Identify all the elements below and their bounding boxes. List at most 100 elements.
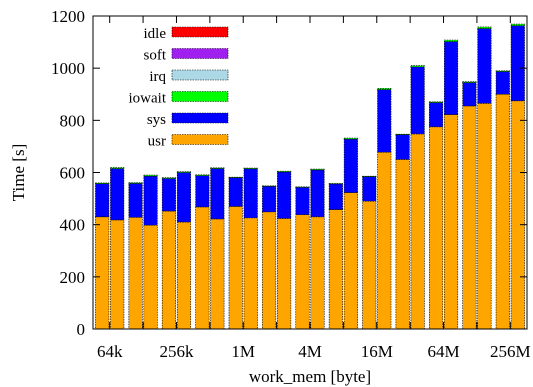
bar-segment-iowait [262, 185, 277, 187]
legend-label-usr: usr [148, 134, 166, 150]
bar-segment-iowait [310, 168, 325, 171]
bar-segment-sys [343, 138, 358, 193]
bar-segment-usr [110, 219, 125, 330]
bars-layer [95, 23, 525, 330]
bar-segment-sys [443, 41, 459, 115]
x-axis-label: work_mem [byte] [249, 367, 371, 386]
bar-segment-iowait [176, 171, 192, 173]
bar-segment-iowait [243, 167, 258, 170]
legend-swatch-soft [171, 48, 229, 59]
legend-label-irq: irq [149, 69, 166, 85]
bar-segment-sys [262, 186, 277, 213]
bar-segment-usr [128, 217, 143, 330]
bar-segment-usr [462, 105, 477, 330]
bar-segment-sys [161, 178, 177, 212]
bar-segment-usr [477, 103, 492, 330]
bar-segment-iowait [295, 186, 310, 188]
bar-segment-usr [510, 100, 525, 330]
bar-segment-sys [310, 169, 325, 218]
bar-segment-sys [228, 177, 243, 207]
bar-segment-iowait [128, 182, 143, 184]
bar-segment-usr [395, 159, 410, 330]
legend: idle soft irq iowait sys usr [129, 26, 229, 150]
bar-segment-sys [128, 183, 143, 218]
bar-segment-usr [377, 151, 392, 330]
bar-segment-sys [510, 25, 525, 102]
bar-segment-sys [495, 71, 510, 95]
x-tick-label: 16M [361, 342, 393, 361]
bar-segment-iowait [510, 23, 525, 26]
legend-swatch-irq [171, 69, 229, 81]
bar-segment-sys [95, 183, 110, 218]
bar-segment-iowait [143, 174, 158, 177]
x-tick-label: 4M [298, 342, 322, 361]
bar-segment-iowait [110, 167, 125, 169]
bar-segment-usr [210, 218, 225, 330]
bar-segment-sys [243, 168, 258, 219]
bar-segment-sys [428, 102, 444, 128]
bar-segment-usr [310, 216, 325, 330]
bar-segment-usr [410, 133, 425, 330]
bar-segment-iowait [362, 175, 377, 177]
bar-segment-usr [295, 214, 310, 330]
bar-segment-usr [262, 211, 277, 330]
bar-segment-usr [228, 206, 243, 330]
bar-segment-iowait [395, 133, 410, 135]
bar-segment-iowait [228, 176, 243, 179]
bar-segment-usr [243, 217, 258, 330]
legend-swatch-iowait [171, 91, 229, 102]
y-tick-label: 800 [60, 111, 86, 130]
bar-segment-iowait [343, 137, 358, 140]
bar-segment-iowait [377, 87, 392, 90]
bar-segment-iowait [95, 182, 110, 185]
y-tick-label: 200 [60, 268, 86, 287]
bar-segment-sys [477, 28, 492, 104]
y-tick-label: 0 [77, 320, 86, 339]
bar-segment-iowait [443, 39, 459, 42]
bar-segment-iowait [477, 26, 492, 29]
legend-label-sys: sys [147, 112, 166, 128]
x-tick-label: 64k [97, 342, 123, 361]
bar-segment-sys [195, 175, 210, 208]
bar-segment-usr [362, 200, 377, 330]
bar-segment-iowait [210, 167, 225, 169]
legend-label-idle: idle [144, 26, 167, 42]
bar-segment-sys [462, 82, 477, 107]
bar-segment-iowait [277, 170, 292, 173]
bar-segment-sys [295, 187, 310, 216]
bar-segment-iowait [462, 81, 477, 83]
bar-segment-usr [195, 206, 210, 330]
bar-segment-usr [143, 224, 158, 330]
y-tick-label: 400 [60, 216, 86, 235]
legend-swatch-sys [171, 112, 229, 124]
y-axis-label: Time [s] [9, 144, 28, 201]
bar-segment-sys [176, 172, 192, 223]
legend-swatch-usr [171, 134, 229, 145]
x-tick-label: 1M [231, 342, 255, 361]
legend-label-iowait: iowait [129, 91, 167, 107]
bar-segment-sys [110, 168, 125, 221]
bar-segment-usr [428, 126, 444, 330]
bar-segment-usr [161, 210, 177, 330]
bar-segment-usr [495, 93, 510, 330]
y-tick-label: 600 [60, 164, 86, 183]
bar-segment-iowait [410, 65, 425, 68]
bar-segment-sys [395, 134, 410, 160]
bar-segment-usr [343, 192, 358, 330]
bar-segment-iowait [161, 177, 177, 179]
bar-segment-usr [277, 218, 292, 330]
bar-segment-iowait [495, 70, 510, 72]
bar-segment-sys [362, 176, 377, 202]
legend-swatch-idle [171, 26, 229, 38]
bar-segment-sys [410, 66, 425, 135]
x-tick-label: 64M [427, 342, 459, 361]
y-tick-label: 1000 [51, 59, 85, 78]
bar-segment-usr [328, 209, 343, 330]
ticks-layer: 0 200 400 600 800 1000 1200 64k 256k 1M 4M 16M 64M 25… [51, 7, 531, 361]
bar-segment-usr [95, 216, 110, 330]
bar-segment-usr [443, 114, 459, 330]
bar-segment-sys [377, 89, 392, 153]
x-tick-label: 256M [490, 342, 531, 361]
bar-segment-sys [143, 175, 158, 226]
y-tick-label: 1200 [51, 7, 85, 26]
